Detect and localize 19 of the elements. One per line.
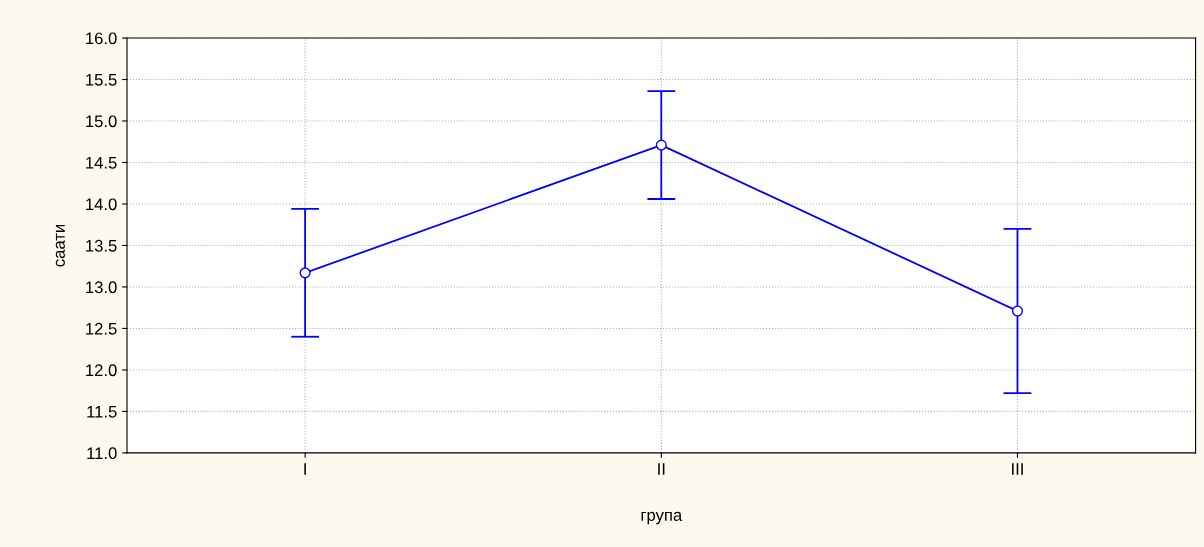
x-tick-label: III [1012,463,1023,475]
y-tick-label: 12.0 [86,364,117,377]
x-tick-label: I [304,463,306,475]
y-axis-title: саати [55,224,65,267]
y-tick-label: 16.0 [86,32,117,45]
y-tick-label: 13.0 [86,281,117,294]
y-tick-label: 15.0 [86,115,117,128]
y-tick-label: 14.5 [86,157,117,169]
y-tick-label: 13.5 [86,239,117,252]
x-axis-title: група [641,511,683,525]
y-tick-label: 14.0 [86,198,117,211]
y-tick-label: 11.5 [87,406,117,418]
x-tick-label: II [658,463,665,475]
point [299,267,311,279]
point [1011,305,1024,317]
y-tick-label: 12.5 [86,322,117,335]
y-tick-label: 11.0 [87,447,117,460]
y-tick-label: 15.5 [86,74,117,86]
point [655,139,667,151]
